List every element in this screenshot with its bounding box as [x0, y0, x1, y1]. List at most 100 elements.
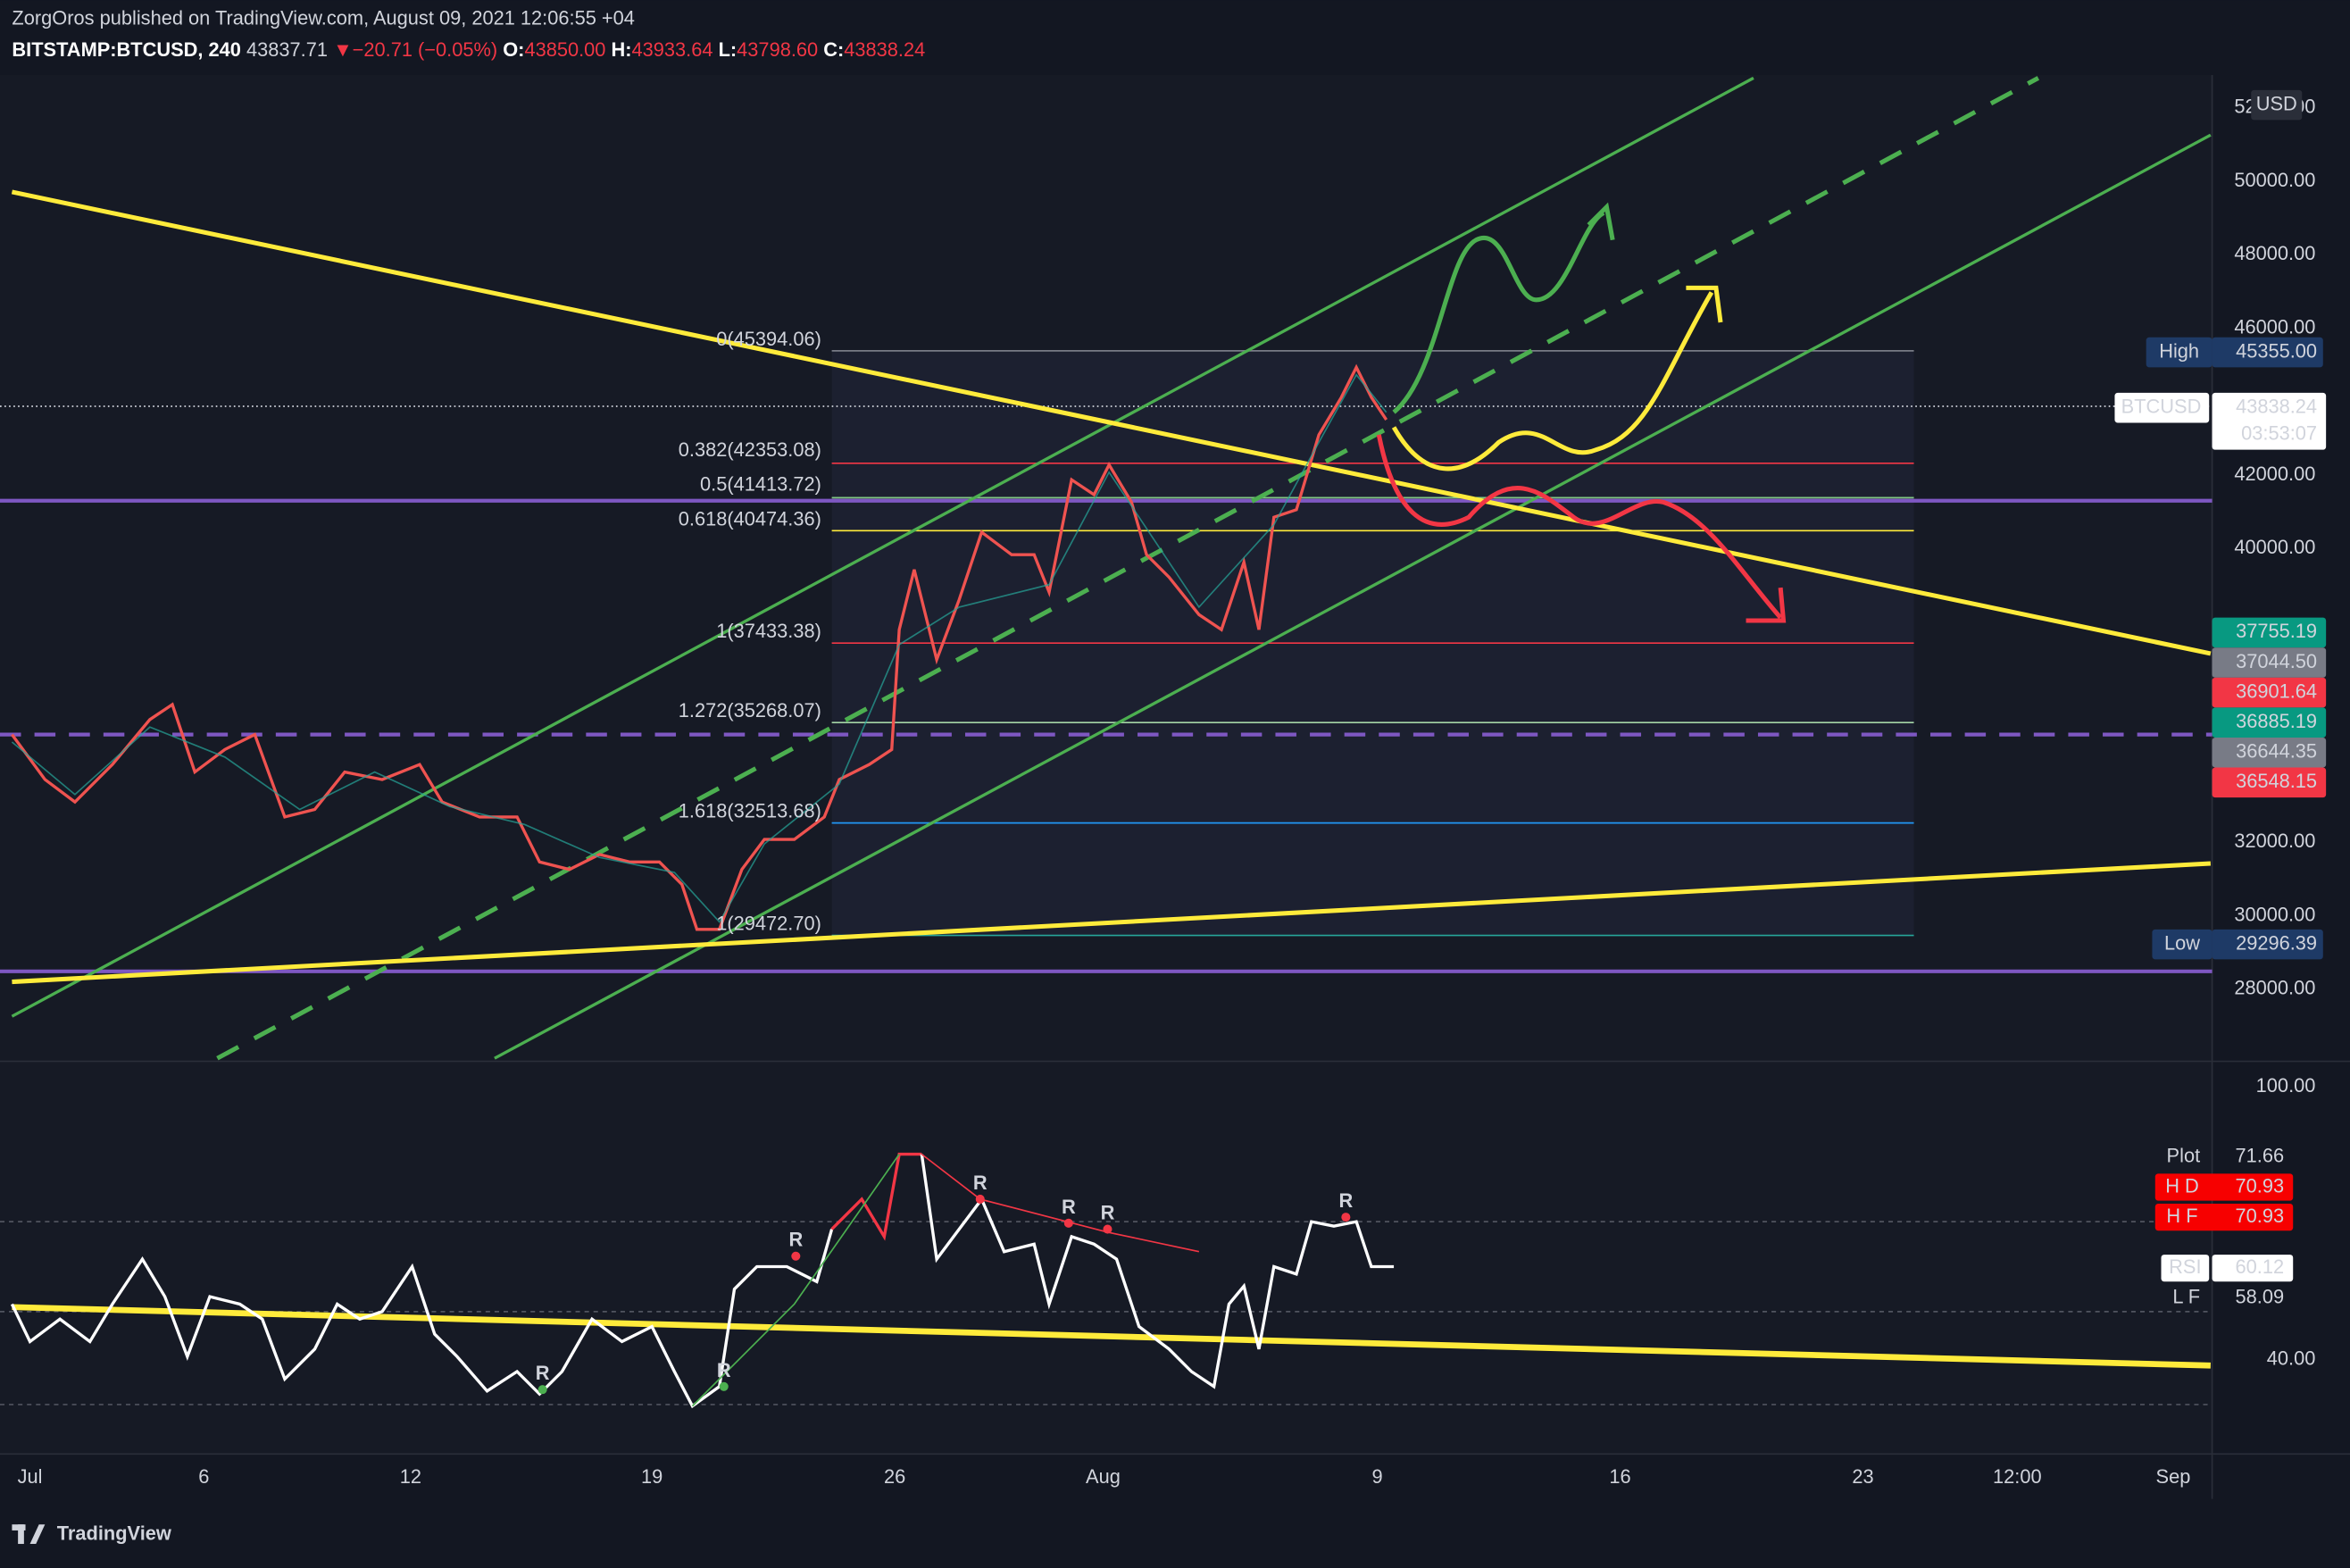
rsi-series — [10, 1229, 834, 1409]
badge-box — [2212, 617, 2327, 648]
price-tick-label: 42000.00 — [2234, 463, 2315, 485]
badge-box — [2212, 677, 2327, 708]
badge-box — [2114, 392, 2210, 423]
badge-box — [2146, 337, 2212, 368]
badge-box — [2212, 929, 2323, 960]
logo-mark — [18, 1524, 24, 1545]
ohlc-value: 43933.64 — [632, 38, 719, 61]
fib-lines — [831, 350, 1914, 937]
time-tick-label: 12:00 — [1993, 1465, 2042, 1488]
projection-arrow — [1391, 291, 1714, 471]
badge-box — [2212, 737, 2327, 768]
logo — [12, 1524, 46, 1545]
time-tick-label: 23 — [1852, 1465, 1873, 1488]
ohlc-value: 43798.60 — [737, 38, 823, 61]
trend-line — [12, 861, 2212, 985]
rsi-label: H D — [2165, 1174, 2199, 1197]
symbol-value: 43838.24 — [2236, 395, 2317, 417]
time-tick-label: Aug — [1086, 1465, 1121, 1488]
badge-box — [2212, 707, 2327, 738]
price-tick-label: 28000.00 — [2234, 977, 2315, 999]
fib-label: 0.618(40474.36) — [679, 507, 821, 530]
divergence-dot — [1103, 1224, 1112, 1234]
symbol-label: BTCUSD — [2121, 395, 2202, 417]
divergence-label: R — [717, 1359, 731, 1381]
ohlc-label: O: — [503, 38, 524, 61]
rsi-tick-label: 100.00 — [2256, 1074, 2316, 1097]
projection-arrow — [1392, 211, 1605, 414]
divergence-dot — [791, 1251, 801, 1261]
arrow-head — [1686, 285, 1723, 323]
rsi-tick-label: 40.00 — [2267, 1347, 2316, 1369]
fib-label: 1.272(35268.07) — [679, 699, 821, 721]
ohlc-label: H: — [612, 38, 632, 61]
price-tick-label: 30000.00 — [2234, 903, 2315, 925]
channel-upper — [11, 76, 1754, 1018]
fib-label: 1(37433.38) — [716, 620, 821, 642]
divergence-label: R — [536, 1362, 550, 1384]
divergence-label: R — [973, 1172, 988, 1194]
symbol: BITSTAMP:BTCUSD, 240 — [12, 38, 246, 61]
badge-box — [2212, 392, 2327, 450]
symbol-line: BITSTAMP:BTCUSD, 240 43837.71 ▼−20.71 (−… — [12, 38, 925, 61]
divergence-label: R — [1101, 1202, 1115, 1224]
low-label: Low — [2164, 931, 2200, 954]
badge-box — [2212, 767, 2327, 798]
level-badge: 36644.35 — [2236, 740, 2317, 763]
arrow-head — [1587, 202, 1615, 241]
low-value: 29296.39 — [2236, 931, 2317, 954]
logo-mark — [29, 1524, 46, 1545]
ohlc-label: C: — [823, 38, 844, 61]
plot-label: Plot — [2167, 1145, 2201, 1167]
rsi-value: 58.09 — [2236, 1286, 2285, 1308]
last-price: 43837.71 — [246, 38, 333, 61]
rsi-label: L F — [2172, 1286, 2200, 1308]
time-tick-label: 9 — [1372, 1465, 1383, 1488]
arrow-head — [1746, 587, 1787, 623]
level-badge: 36901.64 — [2236, 680, 2317, 702]
divergence-dot — [975, 1194, 985, 1204]
divergence-label: R — [1062, 1196, 1076, 1218]
badge-box — [2212, 647, 2327, 678]
divergence-dot — [1341, 1213, 1351, 1222]
rsi-value: 60.12 — [2236, 1255, 2285, 1278]
rsi-trend-line — [12, 1304, 2211, 1369]
price-tick-label: 40000.00 — [2234, 536, 2315, 558]
change: ▼−20.71 (−0.05%) — [333, 38, 503, 61]
rsi-value: 70.93 — [2236, 1205, 2285, 1227]
badge-box — [2154, 1173, 2294, 1201]
currency: USD — [2256, 92, 2297, 114]
divergence-label: R — [788, 1229, 803, 1251]
plot-value: 71.66 — [2236, 1145, 2285, 1167]
price-tick-label: 32000.00 — [2234, 830, 2315, 852]
ohlc-value: 43850.00 — [524, 38, 611, 61]
badge-box — [2154, 1204, 2294, 1231]
time-tick-label: 26 — [884, 1465, 905, 1488]
divergence-dot — [719, 1381, 729, 1391]
publisher: ZorgOros published on TradingView.com, A… — [12, 7, 634, 29]
channel-lower — [494, 133, 2212, 1060]
time-tick-label: Sep — [2156, 1465, 2191, 1488]
fib-label: 0(45394.06) — [716, 328, 821, 350]
divergence-line — [691, 1154, 900, 1407]
badge-box — [2212, 337, 2323, 368]
rsi-label: H F — [2166, 1205, 2197, 1227]
time-tick-label: 19 — [641, 1465, 662, 1488]
rsi-series — [920, 1154, 1395, 1389]
badge-box — [2212, 1255, 2294, 1282]
footer-logo-text: TradingView — [57, 1522, 172, 1545]
high-label: High — [2159, 339, 2199, 362]
time-tick-label: 16 — [1609, 1465, 1630, 1488]
level-badge: 36885.19 — [2236, 710, 2317, 732]
rsi-label: RSI — [2169, 1255, 2201, 1278]
badge-box — [2251, 89, 2303, 121]
channel-middle — [216, 76, 2040, 1061]
level-badge: 37044.50 — [2236, 650, 2317, 672]
badge-box — [2152, 929, 2212, 960]
labels: ZorgOros published on TradingView.com, A… — [12, 7, 2327, 1545]
time-tick-label: 12 — [400, 1465, 421, 1488]
badge-box — [2161, 1255, 2210, 1282]
ohlc-value: 43838.24 — [844, 38, 925, 61]
fib-label: 0.382(42353.08) — [679, 438, 821, 461]
